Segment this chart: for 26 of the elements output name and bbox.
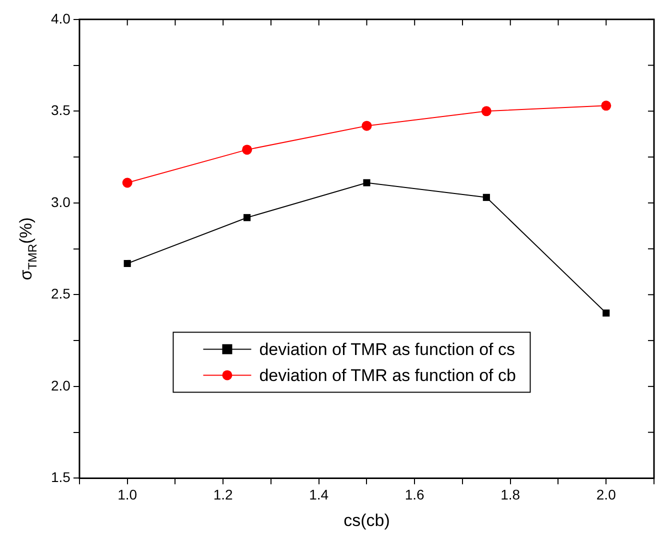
y-tick-label: 3.5: [50, 102, 71, 118]
legend-label: deviation of TMR as function of cs: [259, 340, 515, 359]
x-tick-label: 2.0: [596, 486, 616, 502]
point: [482, 194, 490, 201]
x-tick-label: 1.0: [118, 486, 138, 502]
point: [602, 309, 610, 317]
point: [363, 179, 370, 186]
x-tick-label: 1.2: [213, 486, 234, 502]
point: [601, 100, 612, 111]
y-tick-label: 2.0: [50, 377, 71, 394]
x-tick-label: 1.6: [404, 486, 425, 502]
legend-label: deviation of TMR as function of cb: [259, 366, 516, 385]
point: [124, 260, 131, 268]
y-tick-label: 1.5: [50, 469, 71, 486]
point: [244, 214, 251, 222]
point: [242, 144, 252, 155]
y-tick-label: 4.0: [50, 10, 71, 26]
point: [481, 106, 492, 116]
y-tick-label: 2.5: [50, 286, 71, 302]
point: [362, 120, 372, 131]
y-axis-title: σTMR(%): [16, 217, 40, 280]
point: [122, 178, 132, 188]
x-tick-label: 1.8: [500, 486, 520, 502]
x-tick-label: 1.4: [309, 486, 329, 502]
y-tick-label: 3.0: [50, 194, 71, 210]
x-axis-title: cs(cb): [344, 511, 390, 530]
